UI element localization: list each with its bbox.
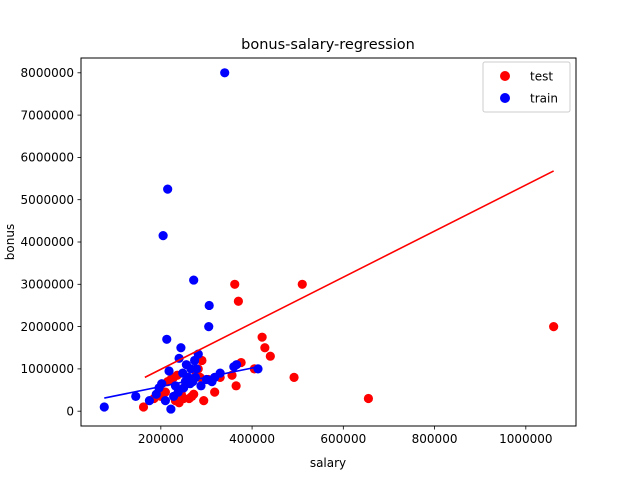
x-tick-label: 400000: [229, 432, 275, 446]
point-train-30: [196, 381, 206, 391]
point-test-23: [210, 387, 220, 397]
point-test-27: [231, 381, 241, 391]
point-train-40: [253, 364, 263, 374]
y-tick-label: 0: [66, 404, 74, 418]
point-test-35: [297, 279, 307, 289]
y-tick-label: 1000000: [21, 362, 74, 376]
point-train-32: [204, 322, 214, 332]
y-tick-label: 3000000: [21, 277, 74, 291]
x-tick-label: 1000000: [499, 432, 552, 446]
point-test-21: [199, 396, 209, 406]
point-train-16: [176, 343, 186, 353]
point-test-26: [230, 279, 240, 289]
point-test-28: [233, 296, 243, 306]
point-train-9: [163, 184, 173, 194]
legend: test train: [482, 61, 571, 113]
point-train-39: [231, 360, 242, 370]
point-train-0: [99, 402, 109, 412]
point-test-37: [549, 322, 559, 332]
y-axis-label: bonus: [3, 224, 17, 260]
point-train-11: [166, 404, 176, 414]
point-test-0: [138, 402, 149, 412]
plot-area: [99, 68, 559, 414]
point-test-32: [260, 343, 270, 353]
regression-line-0: [144, 170, 555, 379]
y-tick-label: 6000000: [21, 151, 74, 165]
point-train-2: [144, 396, 155, 406]
point-train-1: [131, 391, 141, 401]
y-tick-label: 2000000: [21, 320, 74, 334]
x-tick-label: 200000: [138, 432, 184, 446]
x-axis-label: salary: [310, 456, 346, 470]
point-train-28: [191, 364, 202, 374]
x-tick-label: 800000: [412, 432, 458, 446]
point-test-34: [289, 372, 299, 382]
legend-marker-test: [500, 71, 510, 81]
legend-marker-train: [500, 93, 510, 103]
y-tick-label: 7000000: [21, 108, 74, 122]
x-axis: 200000 400000 600000 800000 1000000: [138, 426, 553, 446]
y-tick-label: 4000000: [21, 235, 74, 249]
point-train-8: [162, 334, 172, 344]
point-train-37: [220, 68, 230, 78]
point-test-16: [189, 389, 199, 399]
legend-label-test: test: [530, 70, 553, 84]
point-train-10: [164, 366, 174, 376]
point-train-33: [204, 300, 214, 311]
y-tick-label: 5000000: [21, 193, 74, 207]
point-train-25: [189, 275, 199, 285]
point-train-6: [158, 231, 168, 241]
point-train-7: [160, 396, 170, 406]
chart-title: bonus-salary-regression: [241, 37, 415, 53]
legend-label-train: train: [530, 92, 558, 106]
y-axis: 0 1000000 2000000 3000000 4000000 5000000 6000…: [21, 66, 81, 418]
y-tick-label: 8000000: [21, 66, 74, 80]
point-test-31: [257, 332, 267, 342]
regression-line-1: [104, 365, 259, 399]
point-test-33: [265, 351, 275, 361]
x-tick-label: 600000: [320, 432, 366, 446]
point-test-36: [363, 393, 374, 404]
